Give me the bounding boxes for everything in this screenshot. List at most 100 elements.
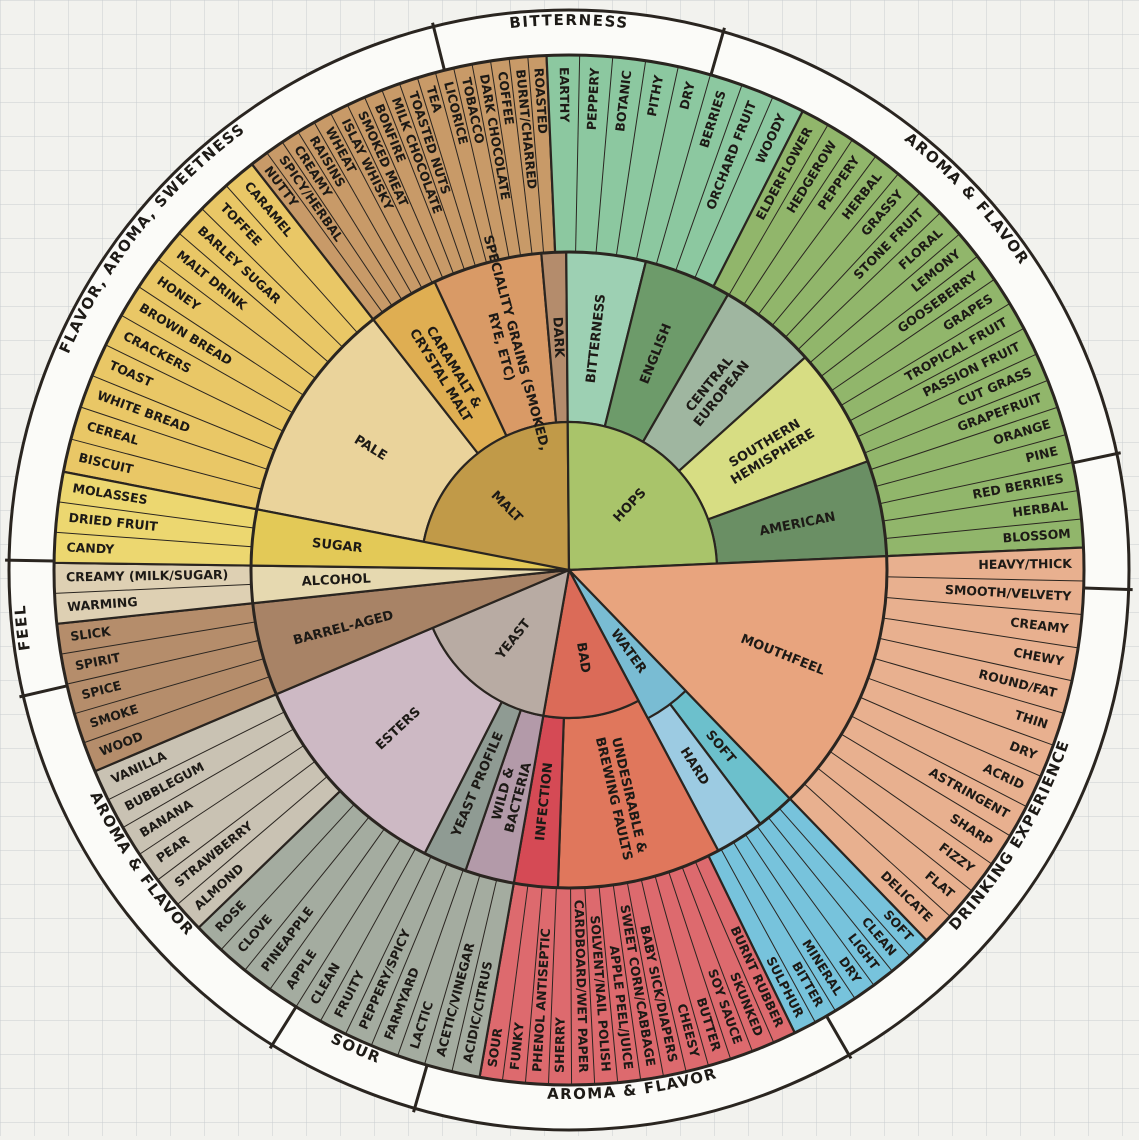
flavor-divider (768, 817, 893, 972)
flavor-divider (58, 501, 254, 529)
flavor-label-cardboard-wet-paper: CARDBOARD/WET PAPER (572, 900, 592, 1074)
core-bad (542, 566, 640, 720)
flavor-divider (313, 122, 413, 294)
flavor-divider (809, 233, 960, 363)
flavor-divider (177, 776, 328, 905)
flavor-divider (720, 849, 816, 1023)
flavor-divider (60, 621, 256, 655)
flavor-divider (139, 745, 305, 855)
flavor-divider (615, 60, 647, 256)
flavor-divider (575, 55, 581, 253)
flavor-divider (885, 597, 1083, 616)
flavor-divider (733, 841, 836, 1012)
flavor-divider (803, 783, 951, 917)
flavor-divider (870, 406, 1058, 470)
flavor-divider (785, 192, 921, 338)
flavor-divider (54, 562, 252, 567)
flavor-divider (297, 131, 403, 300)
flavor-divider (138, 286, 304, 396)
flavor-divider (330, 113, 423, 289)
flavor-divider (453, 67, 499, 261)
flavor-label-tea: TEA (423, 84, 445, 114)
flavor-divider (875, 434, 1067, 487)
band-divider (19, 684, 68, 699)
outer-flavor-ring (52, 53, 1086, 1087)
flavor-divider (598, 886, 619, 1083)
flavor-divider (874, 657, 1064, 714)
flavor-divider (694, 861, 775, 1043)
core-category-ring (249, 420, 889, 801)
flavor-divider (756, 826, 875, 986)
core-label-sugar: SUGAR (311, 536, 363, 556)
flavor-divider (757, 155, 877, 315)
flavor-divider (434, 72, 488, 264)
flavor-divider (397, 869, 464, 1056)
middle-border (249, 250, 889, 890)
core-yeast (431, 568, 571, 718)
flavor-divider (820, 255, 978, 377)
flavor-label-botanic: BOTANIC (612, 69, 634, 132)
flavor-divider (851, 715, 1027, 808)
flavor-divider (883, 617, 1079, 649)
flavor-divider (886, 576, 1084, 582)
band-divider (709, 27, 726, 76)
flavor-divider (570, 887, 573, 1085)
flavor-divider (840, 303, 1010, 406)
flavor-label-heavy-thick: HEAVY/THICK (978, 556, 1073, 572)
flavor-divider (416, 77, 476, 267)
band-divider (1083, 586, 1133, 592)
flavor-divider (399, 83, 465, 270)
core-label-alcohol: ALCOHOL (301, 572, 371, 590)
outer-border (52, 53, 1086, 1087)
flavor-divider (121, 314, 293, 414)
core-label-bad: BAD (573, 641, 593, 674)
flavor-divider (74, 658, 264, 715)
band-divider (1072, 451, 1121, 465)
flavor-divider (91, 375, 275, 451)
band-divider (412, 1064, 429, 1113)
flavor-label-earthy: EARTHY (557, 67, 573, 123)
flavor-divider (424, 875, 481, 1065)
band-label: BITTERNESS (509, 11, 630, 32)
flavor-divider (63, 471, 257, 510)
flavor-divider (345, 856, 432, 1035)
flavor-divider (829, 751, 993, 865)
flavor-divider (220, 804, 355, 951)
flavor-divider (55, 531, 252, 548)
flavor-label-herbal: HERBAL (1012, 498, 1069, 520)
flavor-divider (789, 798, 928, 941)
core-water (568, 569, 688, 720)
flavor-divider (654, 875, 709, 1066)
flavor-divider (626, 882, 664, 1077)
flavor-divider (178, 232, 329, 363)
flavor-divider (80, 406, 268, 470)
flavor-divider (266, 152, 383, 313)
flavor-divider (157, 760, 316, 881)
flavor-divider (107, 711, 285, 801)
flavor-divider (860, 696, 1042, 777)
flavor-divider (198, 790, 341, 929)
flavor-divider (157, 259, 316, 379)
flavor-label-smooth-velvety: SMOOTH/VELVETY (945, 582, 1073, 604)
band-divider (268, 1005, 298, 1050)
flavor-label-warming: WARMING (67, 594, 138, 614)
flavor-divider (707, 855, 796, 1034)
flavor-divider (269, 828, 385, 990)
flavor-divider (728, 124, 829, 296)
flavor-divider (527, 56, 545, 254)
flavor-divider (320, 848, 416, 1022)
core-hops (566, 420, 719, 572)
flavor-divider (849, 327, 1025, 422)
sub-label-dark: DARK (549, 316, 566, 359)
flavor-divider (56, 602, 253, 625)
flavor-divider (490, 60, 522, 256)
flavor-label-candy: CANDY (66, 540, 115, 557)
flavor-divider (867, 677, 1054, 746)
flavor-divider (885, 518, 1082, 540)
flavor-label-sour: SOUR (484, 1027, 505, 1069)
band-divider (5, 558, 55, 563)
band-divider (825, 1015, 853, 1060)
flavor-divider (105, 344, 284, 432)
flavor-label-peppery: PEPPERY (584, 66, 602, 130)
